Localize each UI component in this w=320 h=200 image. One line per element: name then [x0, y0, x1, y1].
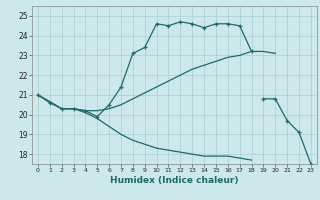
X-axis label: Humidex (Indice chaleur): Humidex (Indice chaleur) — [110, 176, 239, 185]
